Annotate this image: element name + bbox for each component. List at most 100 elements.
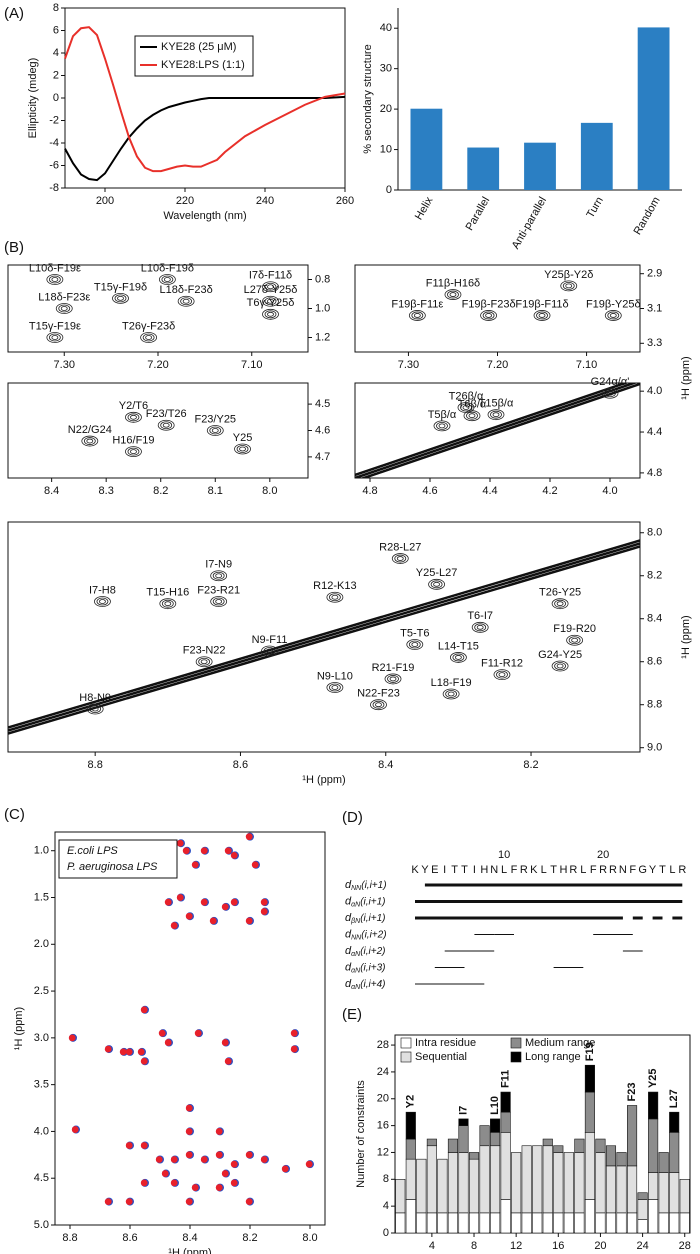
- peak-label: Y25-L27: [416, 567, 458, 579]
- peak: [245, 1151, 253, 1159]
- peak: [215, 1184, 223, 1191]
- bar-segment: [458, 1118, 469, 1126]
- y-tick-label: 1.5: [34, 891, 49, 903]
- peak-contour: [601, 387, 619, 399]
- peak-contour: [89, 705, 102, 713]
- diagonal: [355, 383, 630, 477]
- peak-contour: [604, 310, 622, 321]
- peak-label: R12-K13: [313, 580, 356, 592]
- y-tick-label: 40: [380, 22, 392, 34]
- peak-label: F23-R21: [197, 584, 240, 596]
- bar-segment: [627, 1105, 638, 1167]
- bar-segment: [437, 1212, 448, 1234]
- bar-segment: [490, 1212, 501, 1234]
- bar-segment: [595, 1138, 606, 1153]
- peak-contour: [117, 295, 124, 301]
- peak: [170, 1156, 178, 1163]
- peak-contour: [328, 683, 341, 692]
- bar: [637, 27, 670, 191]
- bar-segment: [679, 1179, 690, 1214]
- y-tick-label: 9.0: [647, 742, 662, 754]
- peak-contour: [606, 390, 614, 396]
- peak-contour: [210, 570, 228, 582]
- bar-segment: [584, 1064, 595, 1093]
- bar-segment: [468, 1212, 480, 1234]
- peak-label: N22-F23: [357, 688, 400, 700]
- y-tick-label: 4.4: [647, 426, 662, 438]
- x-tick-label: 4: [429, 1240, 435, 1252]
- panel-label: (E): [342, 1006, 362, 1023]
- x-tick-label: 8.6: [233, 759, 248, 771]
- peak-label: F23-N22: [183, 645, 226, 657]
- peak-contour: [445, 690, 458, 698]
- label-part: d: [345, 895, 352, 907]
- x-tick-label: 8.8: [88, 759, 103, 771]
- peak-label: L18δ-F23ε: [38, 291, 90, 303]
- peak: [71, 1126, 79, 1133]
- bar-segment: [458, 1152, 469, 1214]
- residue-annotation: Y2: [405, 1095, 417, 1108]
- peak-contour: [452, 653, 465, 662]
- peak: [260, 908, 268, 915]
- x-tick-label: 4.8: [362, 485, 377, 497]
- diagonal: [355, 383, 638, 478]
- bar-segment: [584, 1132, 595, 1200]
- residue: T: [451, 864, 458, 876]
- peak-contour: [262, 281, 279, 293]
- label-part: αN: [351, 984, 361, 991]
- row-label: dβN(i,i+1): [345, 912, 385, 925]
- y-tick-label: -8: [49, 182, 59, 194]
- residue-annotation: F11: [500, 1070, 512, 1088]
- peak-label: T6-I7: [467, 610, 493, 622]
- residue-annotation: F19: [584, 1042, 596, 1061]
- bar: [524, 142, 556, 190]
- peak-label: Y25: [233, 432, 253, 444]
- peak-contour: [159, 598, 177, 610]
- peak-contour: [99, 599, 106, 604]
- bar-segment: [500, 1111, 511, 1133]
- peak-contour: [375, 702, 382, 708]
- peak-contour: [60, 306, 68, 311]
- legend-swatch: [400, 1051, 412, 1063]
- peak-label: N22/G24: [68, 424, 112, 436]
- bar-segment: [669, 1132, 680, 1173]
- peak-contour: [58, 304, 71, 313]
- y-tick-label: 2: [53, 69, 59, 81]
- bar-segment: [437, 1158, 448, 1214]
- peak-contour: [264, 297, 277, 306]
- bar-segment: [627, 1212, 638, 1234]
- label-part: d: [345, 961, 352, 973]
- x-tick-label: 4.4: [482, 485, 497, 497]
- peak: [224, 1057, 232, 1065]
- peak: [260, 898, 268, 906]
- peak-contour: [433, 420, 451, 432]
- peak-label: L18-F19: [431, 677, 472, 689]
- peak-contour: [408, 310, 426, 321]
- peak-label: F19β-F11ε: [391, 298, 443, 310]
- y-tick-label: 4: [53, 47, 59, 59]
- peak-contour: [474, 623, 487, 632]
- y-tick-label: 8: [53, 2, 59, 14]
- bar-segment: [511, 1212, 522, 1234]
- legend-swatch: [510, 1051, 522, 1063]
- peak-label: F23/Y25: [194, 413, 236, 425]
- residue-annotation: Y25: [647, 1068, 659, 1088]
- peak-contour: [212, 597, 225, 606]
- peak: [176, 839, 184, 847]
- bar-segment: [511, 1152, 522, 1214]
- x-tick-label: 7.10: [241, 359, 262, 371]
- peak: [104, 1198, 112, 1206]
- peak-label: F19-R20: [553, 623, 596, 635]
- bar-segment: [553, 1212, 564, 1234]
- residue: G: [638, 864, 647, 876]
- y-tick-label: 4.5: [34, 1172, 49, 1184]
- peak-contour: [96, 597, 109, 606]
- peak-contour: [462, 405, 470, 410]
- peak: [260, 1156, 268, 1163]
- bar-segment: [679, 1212, 690, 1234]
- peak-contour: [236, 445, 249, 453]
- bar: [467, 147, 500, 190]
- diagonal: [359, 383, 640, 478]
- panel-label: (D): [342, 809, 363, 826]
- bar-segment: [637, 1219, 648, 1234]
